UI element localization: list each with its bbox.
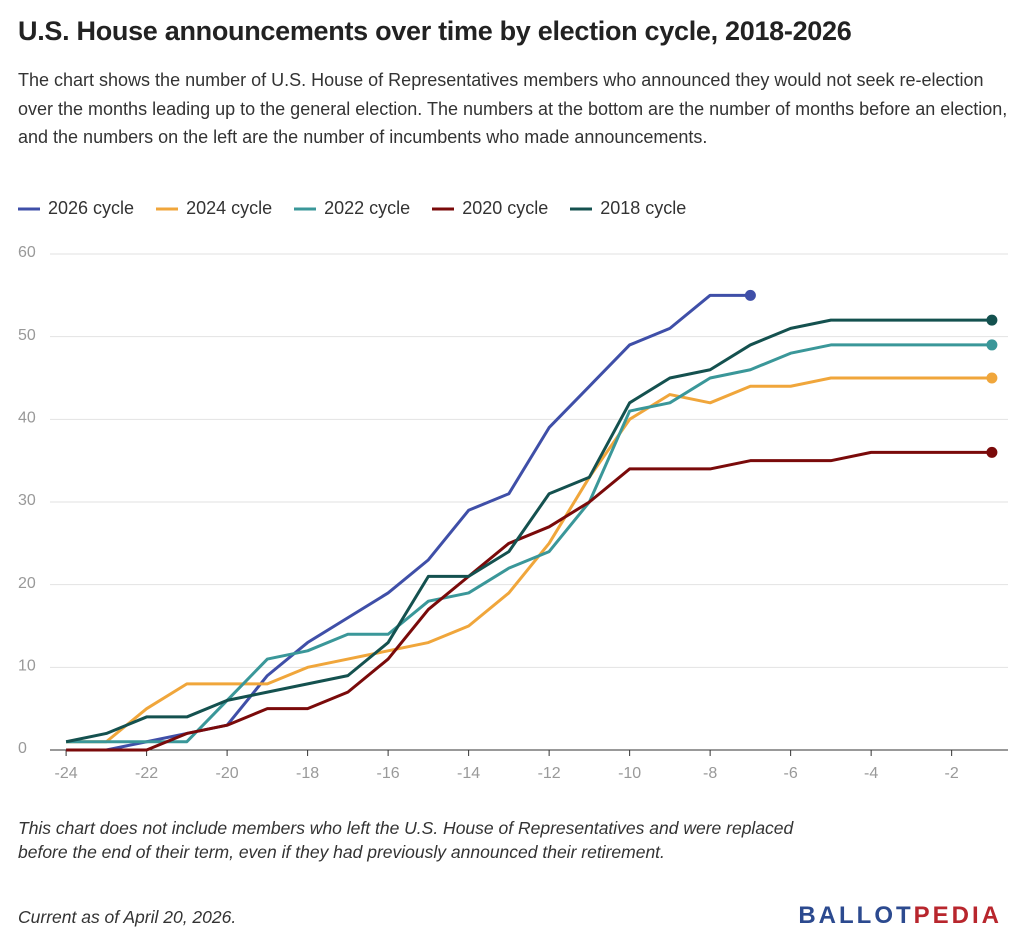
- x-tick-label: -20: [216, 765, 239, 782]
- series-line: [66, 376, 992, 744]
- x-tick-label: -6: [784, 765, 798, 782]
- y-tick-label: 40: [18, 410, 36, 427]
- chart-note: This chart does not include members who …: [18, 818, 794, 862]
- legend-item: 2020 cycle: [432, 198, 548, 219]
- series-line: [66, 293, 751, 752]
- legend-swatch: [156, 207, 179, 210]
- x-tick-label: -2: [945, 765, 959, 782]
- legend-label: 2018 cycle: [600, 198, 687, 218]
- x-tick-label: -8: [703, 765, 717, 782]
- legend-label: 2024 cycle: [186, 198, 273, 218]
- legend-label: 2026 cycle: [48, 198, 135, 218]
- legend-swatch: [432, 207, 455, 210]
- legend-item: 2026 cycle: [18, 198, 134, 219]
- series-line: [65, 318, 992, 744]
- x-tick-label: -14: [457, 765, 480, 782]
- series-line: [66, 343, 992, 744]
- logo-part: PEDIA: [913, 902, 1002, 929]
- end-point: [986, 446, 998, 458]
- y-tick-label: 10: [18, 658, 36, 675]
- legend-item: 2022 cycle: [294, 198, 410, 219]
- legend-label: 2022 cycle: [324, 198, 411, 218]
- legend-label: 2020 cycle: [462, 198, 549, 218]
- end-point: [986, 339, 998, 351]
- logo-part: BALLOT: [798, 902, 914, 929]
- legend-item: 2018 cycle: [570, 198, 686, 219]
- x-tick-label: -4: [864, 765, 878, 782]
- legend: 2026 cycle 2024 cycle 2022 cycle 2020 cycle…: [18, 198, 686, 219]
- y-tick-label: 20: [18, 575, 36, 592]
- end-point: [986, 372, 998, 384]
- legend-item: 2024 cycle: [156, 198, 272, 219]
- chart-title: U.S. House announcements over time by el…: [18, 16, 852, 46]
- legend-swatch: [18, 207, 40, 210]
- y-tick-label: 30: [18, 492, 36, 509]
- x-tick-label: -12: [538, 765, 561, 782]
- x-tick-label: -10: [618, 765, 641, 782]
- logo: BALLOTPEDIA: [798, 902, 1002, 930]
- chart-subtitle: The chart shows the number of U.S. House…: [18, 70, 1008, 147]
- y-tick-label: 50: [18, 327, 36, 344]
- x-tick-label: -24: [55, 765, 78, 782]
- end-point: [744, 289, 756, 301]
- y-tick-label: 60: [18, 244, 36, 261]
- x-tick-label: -18: [296, 765, 319, 782]
- legend-swatch: [570, 207, 593, 210]
- end-point: [986, 314, 998, 326]
- footer: Current as of April 20, 2026.: [18, 907, 237, 927]
- x-tick-label: -22: [135, 765, 158, 782]
- series-line: [66, 450, 992, 752]
- chart: 0 10 20 30 40 50 60 -24 -22 -20 -18 -16 -14 -12 -10 -8 -…: [18, 244, 1008, 782]
- x-tick-label: -16: [377, 765, 400, 782]
- y-tick-label: 0: [18, 740, 27, 757]
- legend-swatch: [294, 207, 317, 210]
